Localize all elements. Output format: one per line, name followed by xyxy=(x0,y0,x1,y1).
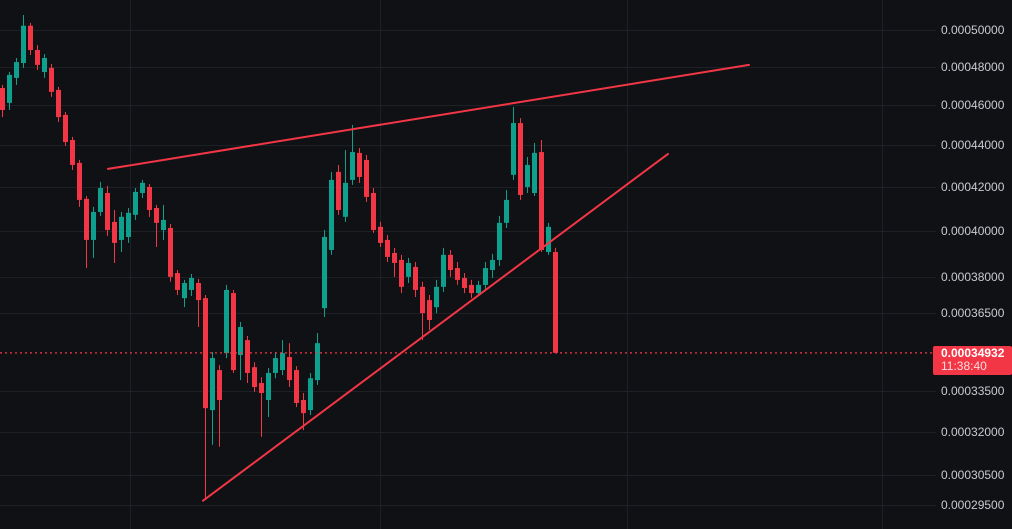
price-axis-label: 0.00046000 xyxy=(941,98,1005,113)
candle-body xyxy=(266,372,271,400)
candle-body xyxy=(84,198,89,240)
candle-body xyxy=(308,378,313,411)
candle-body xyxy=(231,293,236,371)
candle-body xyxy=(126,212,131,237)
candle-body xyxy=(476,284,481,294)
price-axis-label: 0.00030500 xyxy=(941,467,1005,482)
candle-body xyxy=(252,367,257,388)
candle-body xyxy=(35,50,40,65)
candle-body xyxy=(217,370,222,400)
candle-body xyxy=(238,326,243,355)
candle-body xyxy=(504,199,509,223)
candle-body xyxy=(539,152,544,250)
candle-body xyxy=(133,191,138,215)
candle-body xyxy=(371,192,376,230)
price-axis-label: 0.00050000 xyxy=(941,23,1005,37)
candle-body xyxy=(378,226,383,243)
candle-body xyxy=(497,222,502,260)
price-axis-label: 0.00036500 xyxy=(941,306,1005,321)
candle-body xyxy=(119,216,124,240)
candle-body xyxy=(483,268,488,285)
candle-body xyxy=(175,273,180,290)
candle-body xyxy=(70,139,75,165)
lower-wedge-line[interactable] xyxy=(202,152,669,502)
candle-body xyxy=(245,340,250,373)
candle-body xyxy=(329,179,334,250)
current-price-value: 0.00034932 xyxy=(941,345,1005,360)
candle-body xyxy=(287,357,292,381)
current-price-label: 0.00034932 11:38:40 xyxy=(933,345,1012,375)
candle-body xyxy=(28,25,33,51)
candle-body xyxy=(7,74,12,103)
price-axis-label: 0.00029500 xyxy=(941,498,1005,512)
candle-body xyxy=(14,62,19,78)
candle-body xyxy=(406,262,411,277)
candle-body xyxy=(182,283,187,299)
candle-body xyxy=(63,114,68,143)
candle-body xyxy=(441,254,446,287)
candle-body xyxy=(42,57,47,73)
candle-body xyxy=(49,67,54,92)
candle-body xyxy=(77,162,82,200)
candle-body xyxy=(336,171,341,210)
candle-body xyxy=(196,283,201,301)
candle-body xyxy=(343,182,348,217)
price-axis[interactable]: 0.00050000 0.00048000 0.00046000 0.00044000… xyxy=(930,0,1012,529)
candle-body xyxy=(140,182,145,193)
candle-body xyxy=(301,399,306,414)
candle-body xyxy=(322,236,327,309)
candle-body xyxy=(147,186,152,210)
candle-body xyxy=(315,343,320,381)
price-axis-label: 0.00033500 xyxy=(941,383,1005,398)
candle-body xyxy=(448,254,453,270)
candle-body xyxy=(154,207,159,223)
candle-body xyxy=(434,286,439,308)
candle-body xyxy=(294,370,299,403)
candle-body xyxy=(462,278,467,289)
candle-body xyxy=(91,211,96,240)
candle-body xyxy=(0,88,5,110)
price-axis-label: 0.00042000 xyxy=(941,179,1005,194)
candle-body xyxy=(98,188,103,212)
candle-body xyxy=(105,192,110,230)
candle-body xyxy=(532,152,537,193)
candle-body xyxy=(420,286,425,314)
candle-body xyxy=(350,152,355,180)
candle-body xyxy=(224,289,229,354)
candle-body xyxy=(525,164,530,187)
upper-wedge-line[interactable] xyxy=(107,63,750,170)
current-price-countdown: 11:38:40 xyxy=(941,358,987,373)
candle-body xyxy=(413,266,418,290)
candle-body xyxy=(455,268,460,280)
candle-body xyxy=(189,278,194,290)
candle-body xyxy=(469,284,474,294)
candle-body xyxy=(518,123,523,195)
price-axis-label: 0.00048000 xyxy=(941,59,1005,74)
candle-body xyxy=(112,221,117,243)
candle-body xyxy=(392,252,397,263)
candle-body xyxy=(546,226,551,253)
candle-body xyxy=(161,219,166,230)
candle-body xyxy=(427,300,432,321)
price-axis-label: 0.00032000 xyxy=(941,424,1005,439)
candle-body xyxy=(21,25,26,64)
candle-body xyxy=(553,252,558,353)
candle-body xyxy=(364,159,369,197)
candle-body xyxy=(210,358,215,411)
price-axis-label: 0.00038000 xyxy=(941,270,1005,285)
candle-body xyxy=(490,259,495,270)
price-axis-label: 0.00040000 xyxy=(941,223,1005,238)
candle-body xyxy=(168,227,173,277)
candle-body xyxy=(273,358,278,373)
price-axis-label: 0.00044000 xyxy=(941,138,1005,153)
candle-body xyxy=(280,353,285,371)
candle-body xyxy=(399,259,404,287)
candle-body xyxy=(511,123,516,175)
candle-body xyxy=(259,383,264,393)
candle-body xyxy=(357,152,362,177)
candle-body xyxy=(56,89,61,118)
candle-body xyxy=(385,239,390,257)
